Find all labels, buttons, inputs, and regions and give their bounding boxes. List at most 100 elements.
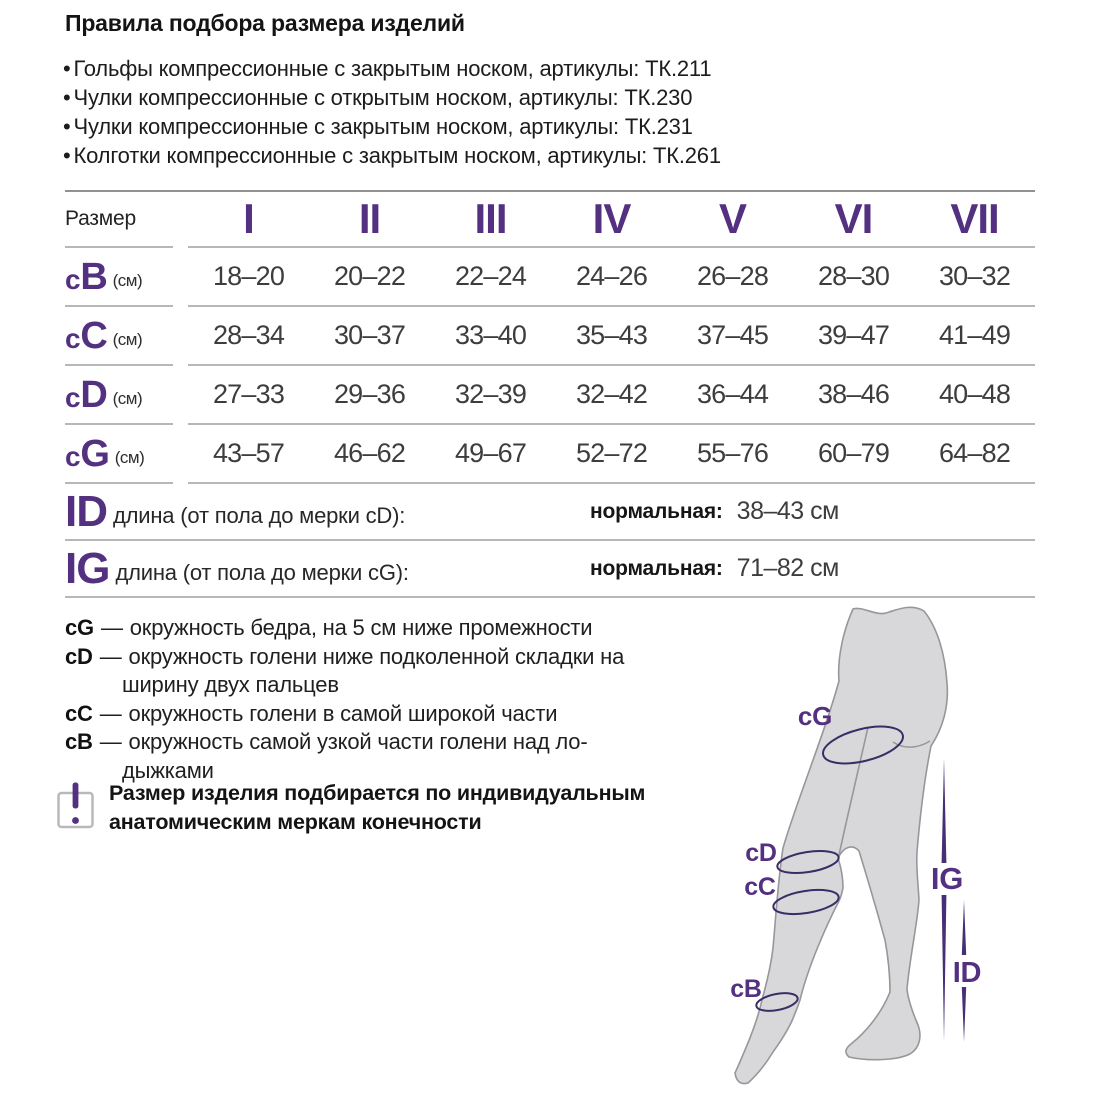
size-header-cell: I bbox=[243, 195, 255, 242]
id-line-bottom bbox=[961, 987, 967, 1042]
value-cell: 27–33 bbox=[212, 379, 285, 409]
measurement-row-cc: cC (см) 28–34 30–37 33–40 35–43 37–45 39… bbox=[65, 307, 1035, 366]
exclamation-icon bbox=[57, 782, 94, 829]
bullet-glyph: • bbox=[63, 143, 71, 168]
legs-illustration: cG cD cC cB IG ID bbox=[730, 606, 982, 1085]
ig-line-top bbox=[941, 758, 947, 863]
legend-term: cC bbox=[65, 700, 93, 726]
value-cell: 32–39 bbox=[454, 379, 527, 409]
value-cell: 38–46 bbox=[817, 379, 890, 409]
value-cell: 39–47 bbox=[817, 320, 890, 350]
value-cell: 30–37 bbox=[333, 320, 406, 350]
legend-desc: окружность бедра, на 5 см ниже промежнос… bbox=[129, 615, 593, 640]
value-cell: 30–32 bbox=[938, 261, 1011, 291]
norm-label: нормальная: bbox=[590, 499, 723, 523]
length-desc: длина (от пола до мерки cG): bbox=[115, 559, 409, 585]
norm-value: 38–43 см bbox=[736, 497, 840, 525]
gluteal-fold-line bbox=[892, 740, 931, 748]
row-unit: (см) bbox=[112, 329, 143, 349]
size-header-cell: VI bbox=[834, 195, 874, 242]
value-cell: 37–45 bbox=[696, 320, 769, 350]
length-row-left: IG длина (от пола до мерки cG): bbox=[65, 543, 590, 593]
value-cell: 26–28 bbox=[696, 261, 769, 291]
row-label: cC bbox=[65, 314, 108, 357]
length-label: IG bbox=[65, 543, 110, 593]
measure-ellipse-cc bbox=[772, 888, 840, 916]
row-unit: (см) bbox=[114, 447, 145, 467]
bullet-glyph: • bbox=[63, 85, 71, 110]
legend-term: cG bbox=[65, 615, 94, 640]
size-label: Размер bbox=[65, 207, 136, 230]
value-cell: 22–24 bbox=[454, 261, 527, 291]
product-item: • Чулки компрессионные с открытым носком,… bbox=[63, 83, 721, 112]
legend-dash: — bbox=[99, 700, 122, 726]
value-cell: 36–44 bbox=[696, 379, 769, 409]
table-header-row: Размер I II III IV V VI VII bbox=[65, 192, 1035, 248]
value-cell: 43–57 bbox=[212, 438, 285, 468]
id-line-top bbox=[961, 900, 967, 955]
figure-label-cc: cC bbox=[744, 873, 776, 901]
product-item: • Чулки компрессионные с закрытым носком,… bbox=[63, 112, 721, 141]
measure-ellipse-cg bbox=[822, 725, 904, 765]
legs-figure: cG cD cC cB IG ID bbox=[690, 595, 1090, 1100]
value-cell: 35–43 bbox=[575, 320, 648, 350]
value-cell: 52–72 bbox=[575, 438, 648, 468]
length-row-ig: IG длина (от пола до мерки cG): нормальн… bbox=[65, 541, 1035, 598]
column-gap bbox=[173, 248, 188, 307]
row-unit: (см) bbox=[112, 388, 143, 408]
length-desc: длина (от пола до мерки cD): bbox=[113, 502, 406, 528]
length-row-id: ID длина (от пола до мерки cD): нормальн… bbox=[65, 484, 1035, 541]
row-values: 43–57 46–62 49–67 52–72 55–76 60–79 64–8… bbox=[188, 425, 1035, 484]
product-item: • Колготки компрессионные с закрытым носк… bbox=[63, 141, 721, 170]
figure-label-cb: cB bbox=[730, 975, 762, 1003]
value-cell: 32–42 bbox=[575, 379, 648, 409]
value-cell: 18–20 bbox=[212, 261, 285, 291]
measure-ellipse-cb bbox=[755, 992, 799, 1012]
product-text: Колготки компрессионные с закрытым носко… bbox=[73, 143, 722, 168]
product-text: Чулки компрессионные с закрытым носком, … bbox=[73, 114, 693, 139]
value-cell: 28–30 bbox=[817, 261, 890, 291]
row-label-cell: cG (см) bbox=[65, 425, 173, 484]
legend-item: cD — окружность голени ниже подколенной ск… bbox=[65, 643, 625, 700]
legend-item: cC — окружность голени в самой широкой час… bbox=[65, 700, 625, 729]
value-cell: 46–62 bbox=[333, 438, 406, 468]
figure-label-cg: cG bbox=[798, 701, 832, 731]
legend-desc: окружность голени в самой широкой части bbox=[128, 700, 558, 726]
value-cell: 24–26 bbox=[575, 261, 648, 291]
row-label: cB bbox=[65, 255, 108, 298]
page-title: Правила подбора размера изделий bbox=[65, 10, 465, 36]
figure-label-ig: IG bbox=[931, 861, 963, 896]
length-row-left: ID длина (от пола до мерки cD): bbox=[65, 486, 590, 536]
norm-value: 71–82 см bbox=[736, 554, 840, 582]
measurement-row-cd: cD (см) 27–33 29–36 32–39 32–42 36–44 38… bbox=[65, 366, 1035, 425]
value-cell: 33–40 bbox=[454, 320, 527, 350]
size-header-cell: III bbox=[474, 195, 507, 242]
size-header-cell: V bbox=[718, 195, 747, 242]
column-gap bbox=[173, 366, 188, 425]
bullet-glyph: • bbox=[63, 56, 71, 81]
column-gap bbox=[173, 425, 188, 484]
legend-term: cB bbox=[65, 729, 93, 754]
measurement-legend: cG — окружность бедра, на 5 см ниже промеж… bbox=[65, 614, 625, 785]
figure-label-id: ID bbox=[953, 957, 982, 989]
row-label-cell: cC (см) bbox=[65, 307, 173, 366]
column-gap bbox=[173, 307, 188, 366]
size-header-cell: II bbox=[358, 195, 381, 242]
value-cell: 29–36 bbox=[333, 379, 406, 409]
size-header-cell: IV bbox=[592, 195, 632, 242]
row-unit: (см) bbox=[112, 270, 143, 290]
figure-label-cd: cD bbox=[745, 839, 777, 867]
size-label-cell: Размер bbox=[65, 192, 173, 248]
measurement-row-cb: cB (см) 18–20 20–22 22–24 24–26 26–28 28… bbox=[65, 248, 1035, 307]
measurement-row-cg: cG (см) 43–57 46–62 49–67 52–72 55–76 60… bbox=[65, 425, 1035, 484]
row-values: 28–34 30–37 33–40 35–43 37–45 39–47 41–4… bbox=[188, 307, 1035, 366]
legend-term: cD bbox=[65, 643, 93, 669]
value-cell: 60–79 bbox=[817, 438, 890, 468]
value-cell: 20–22 bbox=[333, 261, 406, 291]
value-cell: 41–49 bbox=[938, 320, 1011, 350]
column-gap bbox=[173, 192, 188, 248]
length-label: ID bbox=[65, 486, 108, 536]
legend-dash: — bbox=[99, 643, 122, 669]
row-label-cell: cD (см) bbox=[65, 366, 173, 425]
